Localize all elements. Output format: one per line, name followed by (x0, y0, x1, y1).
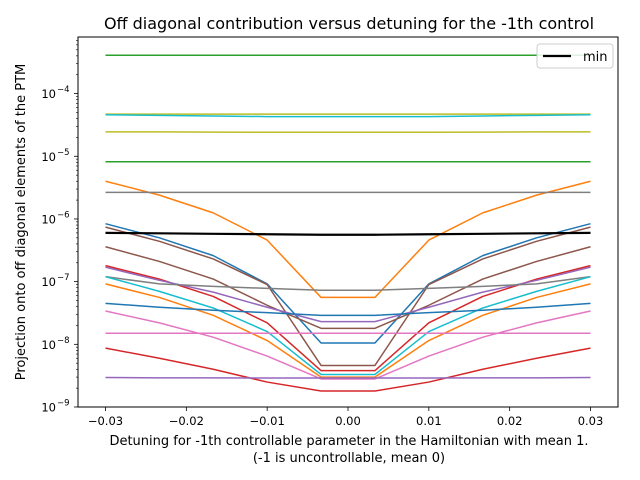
series-line-8 (105, 222, 591, 344)
y-axis-label: Projection onto off diagonal elements of… (14, 64, 29, 380)
y-tick-label: 10 (41, 212, 56, 226)
y-tick-label: 10 (41, 401, 56, 415)
series-line-min (105, 231, 591, 236)
y-axis: 10−910−810−710−610−510−4 (41, 40, 78, 415)
series-line-17 (105, 310, 591, 380)
y-tick-exponent: −6 (57, 210, 70, 220)
y-tick-label: 10 (41, 87, 56, 101)
legend-box (536, 43, 614, 69)
x-axis-label-line2: (-1 is uncontrollable, mean 0) (253, 451, 445, 466)
x-tick-label: 0.01 (416, 414, 442, 428)
legend: min (536, 43, 614, 69)
y-tick-exponent: −8 (57, 336, 70, 346)
series-line-6 (105, 180, 591, 299)
series-layer (105, 54, 591, 392)
x-tick-label: 0.03 (578, 414, 604, 428)
chart-title: Off diagonal contribution versus detunin… (104, 14, 594, 33)
series-line-14 (105, 275, 591, 376)
legend-label-min: min (583, 50, 608, 65)
x-tick-label: −0.01 (250, 414, 285, 428)
x-tick-label: −0.03 (88, 414, 123, 428)
series-line-12 (105, 266, 591, 323)
series-line-19 (105, 347, 591, 392)
y-tick-label: 10 (41, 275, 56, 289)
y-tick-exponent: −7 (57, 273, 70, 283)
series-line-9 (105, 226, 591, 367)
series-line-10 (105, 246, 591, 330)
x-tick-label: 0.00 (335, 414, 361, 428)
x-tick-label: −0.02 (169, 414, 204, 428)
x-tick-label: 0.02 (497, 414, 523, 428)
series-line-16 (105, 302, 591, 317)
y-tick-exponent: −9 (57, 399, 70, 409)
x-axis-label-line1: Detuning for -1th controllable parameter… (109, 434, 588, 449)
y-tick-exponent: −4 (57, 85, 70, 95)
x-axis: −0.03 −0.02 −0.01 0.00 0.01 0.02 0.03 (88, 407, 603, 428)
series-line-11 (105, 264, 591, 372)
series-line-3 (105, 113, 591, 118)
series-line-13 (105, 275, 591, 291)
y-tick-exponent: −5 (57, 148, 70, 158)
series-line-15 (105, 283, 591, 378)
y-tick-label: 10 (41, 150, 56, 164)
y-tick-label: 10 (41, 338, 56, 352)
